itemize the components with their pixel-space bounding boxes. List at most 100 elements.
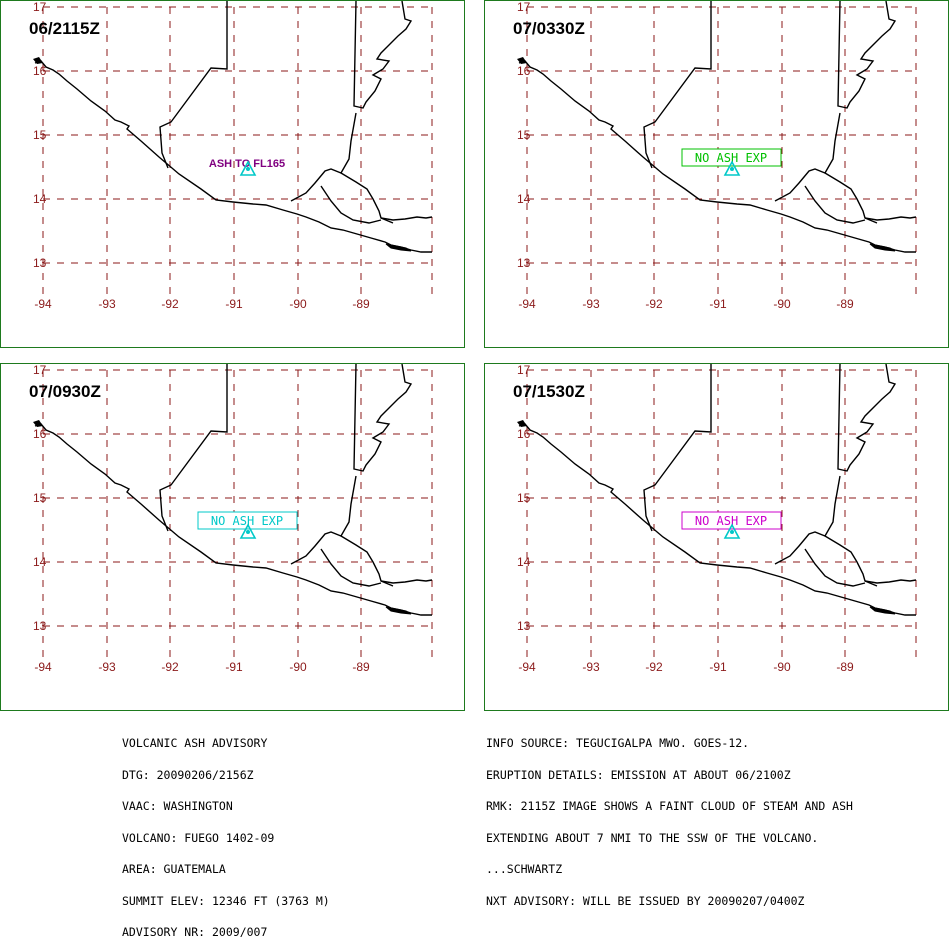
island bbox=[869, 243, 896, 252]
ash-label-box bbox=[197, 511, 298, 530]
border-belize bbox=[837, 1, 897, 109]
latitude-label: 16 bbox=[33, 427, 47, 441]
longitude-label: -93 bbox=[98, 297, 116, 311]
latitude-label: 16 bbox=[33, 64, 47, 78]
coastline bbox=[34, 60, 432, 253]
latitude-label: 13 bbox=[33, 619, 47, 633]
advisory-line: ADVISORY NR: 2009/007 bbox=[122, 925, 268, 939]
border-honduras bbox=[774, 475, 841, 565]
border-nicaragua bbox=[320, 548, 382, 587]
longitude-label: -92 bbox=[645, 660, 663, 674]
latitude-label: 17 bbox=[33, 1, 47, 14]
longitude-label: -91 bbox=[225, 297, 243, 311]
longitude-label: -89 bbox=[352, 297, 370, 311]
longitude-label: -90 bbox=[773, 660, 791, 674]
advisory-line: SUMMIT ELEV: 12346 FT (3763 M) bbox=[122, 893, 330, 908]
advisory-line: DTG: 20090206/2156Z bbox=[122, 767, 254, 782]
latitude-label: 14 bbox=[33, 555, 47, 569]
advisory-line: VAAC: WASHINGTON bbox=[122, 799, 233, 813]
border-el-salvador bbox=[340, 172, 394, 224]
ash-label: NO ASH EXP bbox=[695, 151, 767, 165]
latitude-label: 14 bbox=[33, 192, 47, 206]
panel-time-label: 07/0930Z bbox=[29, 382, 101, 401]
coastline bbox=[518, 423, 916, 616]
border-belize bbox=[837, 364, 897, 472]
volcano-icon bbox=[723, 523, 741, 539]
coast-tip bbox=[517, 420, 527, 427]
volcano-vent-icon bbox=[730, 530, 734, 534]
island bbox=[385, 606, 412, 615]
advisory-line: EXTENDING ABOUT 7 NMI TO THE SSW OF THE … bbox=[486, 830, 819, 845]
border-honduras bbox=[774, 112, 841, 202]
map-canvas: 17 16 15 14 13 -94 -93 -92 -91 -90 -89 NO ASH EXP bbox=[517, 364, 917, 674]
longitude-label: -90 bbox=[289, 297, 307, 311]
border-belize bbox=[353, 364, 413, 472]
latitude-label: 16 bbox=[517, 427, 531, 441]
longitude-label: -90 bbox=[289, 660, 307, 674]
advisory-text-right: INFO SOURCE: TEGUCIGALPA MWO. GOES-12. E… bbox=[486, 717, 853, 917]
border-el-salvador bbox=[824, 172, 878, 224]
coastline-gulf bbox=[380, 579, 433, 584]
longitude-label: -89 bbox=[836, 297, 854, 311]
coastline-gulf bbox=[380, 216, 433, 221]
latitude-label: 17 bbox=[517, 364, 531, 377]
island bbox=[385, 243, 412, 252]
latitude-label: 14 bbox=[517, 555, 531, 569]
map-panel-3: 17 16 15 14 13 -94 -93 -92 -91 -90 -89 NO ASH EXP 07… bbox=[0, 363, 465, 711]
volcano-vent-icon bbox=[730, 167, 734, 171]
border-honduras bbox=[290, 475, 357, 565]
latitude-label: 15 bbox=[33, 491, 47, 505]
advisory-line: ERUPTION DETAILS: EMISSION AT ABOUT 06/2… bbox=[486, 767, 791, 782]
map-panel-4: 17 16 15 14 13 -94 -93 -92 -91 -90 -89 NO ASH EXP 07… bbox=[484, 363, 949, 711]
latitude-label: 14 bbox=[517, 192, 531, 206]
longitude-label: -92 bbox=[161, 297, 179, 311]
longitude-label: -91 bbox=[225, 660, 243, 674]
border-el-salvador bbox=[824, 535, 878, 587]
latitude-label: 16 bbox=[517, 64, 531, 78]
latitude-label: 15 bbox=[33, 128, 47, 142]
advisory-line: VOLCANO: FUEGO 1402-09 bbox=[122, 830, 275, 845]
advisory-line: ...SCHWARTZ bbox=[486, 862, 563, 876]
panel-time-label: 07/1530Z bbox=[513, 382, 585, 401]
panel-time-label: 06/2115Z bbox=[29, 19, 100, 38]
latitude-label: 15 bbox=[517, 491, 531, 505]
panel-time-label: 07/0330Z bbox=[513, 19, 585, 38]
ash-label: NO ASH EXP bbox=[211, 514, 283, 528]
border-guatemala-mexico bbox=[159, 364, 228, 532]
border-guatemala-mexico bbox=[643, 364, 712, 532]
advisory-line: RMK: 2115Z IMAGE SHOWS A FAINT CLOUD OF … bbox=[486, 799, 853, 813]
island bbox=[869, 606, 896, 615]
border-nicaragua bbox=[804, 548, 866, 587]
volcano-icon bbox=[723, 160, 741, 176]
advisory-text-left: VOLCANIC ASH ADVISORY DTG: 20090206/2156… bbox=[122, 717, 330, 948]
longitude-label: -91 bbox=[709, 297, 727, 311]
border-nicaragua bbox=[320, 185, 382, 224]
border-nicaragua bbox=[804, 185, 866, 224]
latitude-label: 17 bbox=[517, 1, 531, 14]
border-belize bbox=[353, 1, 413, 109]
coast-tip bbox=[33, 57, 43, 64]
longitude-label: -94 bbox=[34, 660, 52, 674]
advisory-line: NXT ADVISORY: WILL BE ISSUED BY 20090207… bbox=[486, 893, 805, 908]
longitude-label: -90 bbox=[773, 297, 791, 311]
longitude-label: -94 bbox=[34, 297, 52, 311]
border-el-salvador bbox=[340, 535, 394, 587]
longitude-label: -94 bbox=[518, 660, 536, 674]
border-honduras bbox=[290, 112, 357, 202]
longitude-label: -92 bbox=[645, 297, 663, 311]
coastline-gulf bbox=[864, 216, 917, 221]
coastline bbox=[518, 60, 916, 253]
volcano-vent-icon bbox=[246, 167, 250, 171]
latitude-label: 15 bbox=[517, 128, 531, 142]
longitude-label: -94 bbox=[518, 297, 536, 311]
coast-tip bbox=[33, 420, 43, 427]
border-guatemala-mexico bbox=[159, 1, 228, 169]
longitude-label: -89 bbox=[352, 660, 370, 674]
latitude-label: 17 bbox=[33, 364, 47, 377]
longitude-label: -89 bbox=[836, 660, 854, 674]
latitude-label: 13 bbox=[33, 256, 47, 270]
volcano-icon bbox=[239, 523, 257, 539]
coast-tip bbox=[517, 57, 527, 64]
map-panel-1: 17 16 15 14 13 -94 -93 -92 -91 -90 -89 ASH TO FL165… bbox=[0, 0, 465, 348]
